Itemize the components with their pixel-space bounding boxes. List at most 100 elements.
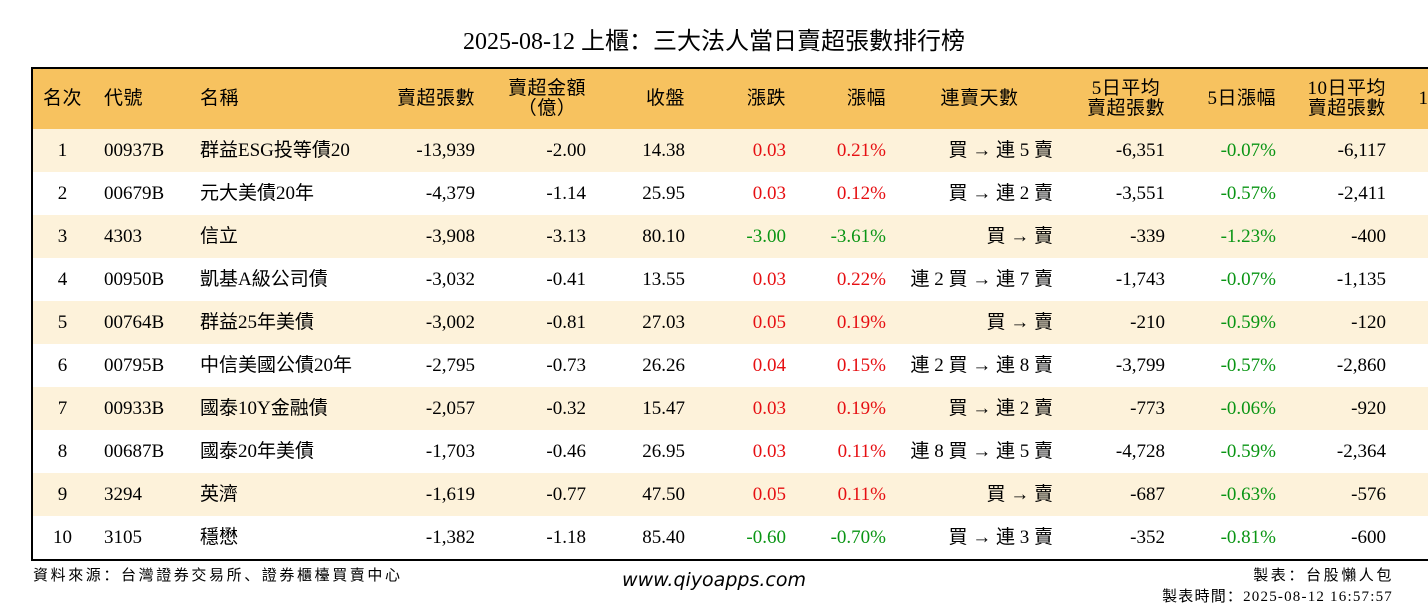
header-net-sell-amount: 賣超金額 （億） — [485, 68, 596, 129]
avg10-net-sell-cell: -2,364 — [1286, 430, 1396, 473]
sell-streak-cell: 連 8 買 → 連 5 賣 — [896, 430, 1063, 473]
close-cell: 25.95 — [596, 172, 695, 215]
avg10-net-sell-cell: -400 — [1286, 215, 1396, 258]
header-avg5-net-sell: 5日平均 賣超張數 — [1063, 68, 1175, 129]
header-sell-streak-line: 連賣天數 — [940, 88, 1019, 109]
table-row: 1 00937B 群益ESG投等債20 -13,939 -2.00 14.38 0.03 0.… — [32, 129, 1428, 172]
change-pct-cell: 0.11% — [796, 430, 896, 473]
change-10d-cell: 2.35% — [1396, 129, 1428, 172]
change-10d-cell: 24.35% — [1396, 473, 1428, 516]
table-row: 2 00679B 元大美債20年 -4,379 -1.14 25.95 0.03 0.12% 買… — [32, 172, 1428, 215]
net-sell-lots-cell: -1,703 — [375, 430, 485, 473]
change-pct-cell: 0.19% — [796, 387, 896, 430]
avg10-net-sell-cell: -1,135 — [1286, 258, 1396, 301]
header-name-label: 名稱 — [200, 89, 239, 109]
close-cell: 14.38 — [596, 129, 695, 172]
header-rank-label: 名次 — [43, 89, 82, 109]
change-cell: 0.03 — [695, 129, 796, 172]
change-5d-cell: -0.57% — [1175, 344, 1286, 387]
change-10d-cell: 2.78% — [1396, 430, 1428, 473]
table-row: 6 00795B 中信美國公債20年 -2,795 -0.73 26.26 0.04 0.15… — [32, 344, 1428, 387]
website-url: www.qiyoapps.com — [622, 569, 806, 591]
net-sell-lots-cell: -13,939 — [375, 129, 485, 172]
name-cell: 英濟 — [194, 473, 375, 516]
header-net-sell-lots: 賣超張數 — [375, 68, 485, 129]
header-name: 名稱 — [194, 68, 375, 129]
ranking-table: 名次 代號 名稱 賣超張數 賣超金額 （億） 收盤 漲跌 漲幅 連賣天數 5日平均 賣超張數 5日漲幅 1… — [31, 67, 1428, 561]
avg5-net-sell-cell: -3,551 — [1063, 172, 1175, 215]
code-cell: 4303 — [92, 215, 194, 258]
name-cell: 信立 — [194, 215, 375, 258]
table-header: 名次 代號 名稱 賣超張數 賣超金額 （億） 收盤 漲跌 漲幅 連賣天數 5日平均 賣超張數 5日漲幅 1… — [32, 68, 1428, 129]
name-cell: 群益25年美債 — [194, 301, 375, 344]
net-sell-amount-cell: -0.77 — [485, 473, 596, 516]
code-cell: 00950B — [92, 258, 194, 301]
header-close-label: 收盤 — [646, 89, 685, 109]
change-pct-cell: 0.19% — [796, 301, 896, 344]
header-avg5-net-sell-line: 賣超張數 — [1086, 98, 1165, 119]
header-code: 代號 — [92, 68, 194, 129]
change-10d-cell: 2.04% — [1396, 387, 1428, 430]
made-time: 製表時間：2025-08-12 16:57:57 — [1162, 589, 1393, 605]
net-sell-amount-cell: -0.46 — [485, 430, 596, 473]
header-change-5d-line: 5日漲幅 — [1207, 88, 1276, 109]
close-cell: 47.50 — [596, 473, 695, 516]
header-close: 收盤 — [596, 68, 695, 129]
rank-cell: 1 — [32, 129, 92, 172]
header-net-sell-amount-line: 賣超金額 — [507, 78, 586, 99]
table-row: 9 3294 英濟 -1,619 -0.77 47.50 0.05 0.11% 買 → 賣 -68… — [32, 473, 1428, 516]
sell-streak-cell: 連 2 買 → 連 7 賣 — [896, 258, 1063, 301]
change-cell: 0.04 — [695, 344, 796, 387]
header-sell-streak: 連賣天數 — [896, 68, 1063, 129]
name-cell: 國泰20年美債 — [194, 430, 375, 473]
rank-cell: 4 — [32, 258, 92, 301]
page-title: 2025-08-12 上櫃：三大法人當日賣超張數排行榜 — [463, 29, 965, 55]
close-cell: 26.95 — [596, 430, 695, 473]
net-sell-amount-cell: -1.18 — [485, 516, 596, 560]
header-rank: 名次 — [32, 68, 92, 129]
net-sell-lots-cell: -3,032 — [375, 258, 485, 301]
header-change-line: 漲跌 — [746, 88, 786, 109]
avg5-net-sell-cell: -3,799 — [1063, 344, 1175, 387]
header-net-sell-amount-label: 賣超金額 （億） — [508, 79, 586, 119]
rank-cell: 8 — [32, 430, 92, 473]
change-pct-cell: -3.61% — [796, 215, 896, 258]
code-cell: 3294 — [92, 473, 194, 516]
header-change-pct-label: 漲幅 — [847, 89, 886, 109]
sell-streak-cell: 買 → 連 3 賣 — [896, 516, 1063, 560]
header-avg5-net-sell-line: 5日平均 — [1091, 78, 1161, 99]
change-10d-cell: 3.22% — [1396, 215, 1428, 258]
header-close-line: 收盤 — [645, 88, 685, 109]
net-sell-amount-cell: -2.00 — [485, 129, 596, 172]
header-change-label: 漲跌 — [747, 89, 786, 109]
change-10d-cell: 2.77% — [1396, 172, 1428, 215]
change-pct-cell: 0.15% — [796, 344, 896, 387]
change-5d-cell: -0.81% — [1175, 516, 1286, 560]
header-change-5d: 5日漲幅 — [1175, 68, 1286, 129]
close-cell: 15.47 — [596, 387, 695, 430]
net-sell-lots-cell: -3,002 — [375, 301, 485, 344]
header-net-sell-lots-label: 賣超張數 — [397, 89, 475, 109]
maker-credit: 製表：台股懶人包 — [1253, 568, 1394, 584]
header-avg10-net-sell-line: 10日平均 — [1307, 78, 1386, 99]
avg10-net-sell-cell: -6,117 — [1286, 129, 1396, 172]
header-code-line: 代號 — [104, 88, 144, 109]
name-cell: 中信美國公債20年 — [194, 344, 375, 387]
header-avg10-net-sell-label: 10日平均 賣超張數 — [1307, 79, 1386, 119]
header-change: 漲跌 — [695, 68, 796, 129]
header-sell-streak-label: 連賣天數 — [940, 89, 1018, 109]
code-cell: 00933B — [92, 387, 194, 430]
avg5-net-sell-cell: -6,351 — [1063, 129, 1175, 172]
header-change-5d-label: 5日漲幅 — [1207, 89, 1276, 109]
net-sell-lots-cell: -1,382 — [375, 516, 485, 560]
rank-cell: 9 — [32, 473, 92, 516]
name-cell: 凱基A級公司債 — [194, 258, 375, 301]
change-cell: 0.05 — [695, 473, 796, 516]
table-row: 3 4303 信立 -3,908 -3.13 80.10 -3.00 -3.61% 買 → 賣-… — [32, 215, 1428, 258]
code-cell: 00937B — [92, 129, 194, 172]
change-pct-cell: 0.12% — [796, 172, 896, 215]
avg10-net-sell-cell: -2,860 — [1286, 344, 1396, 387]
change-5d-cell: -0.06% — [1175, 387, 1286, 430]
close-cell: 85.40 — [596, 516, 695, 560]
